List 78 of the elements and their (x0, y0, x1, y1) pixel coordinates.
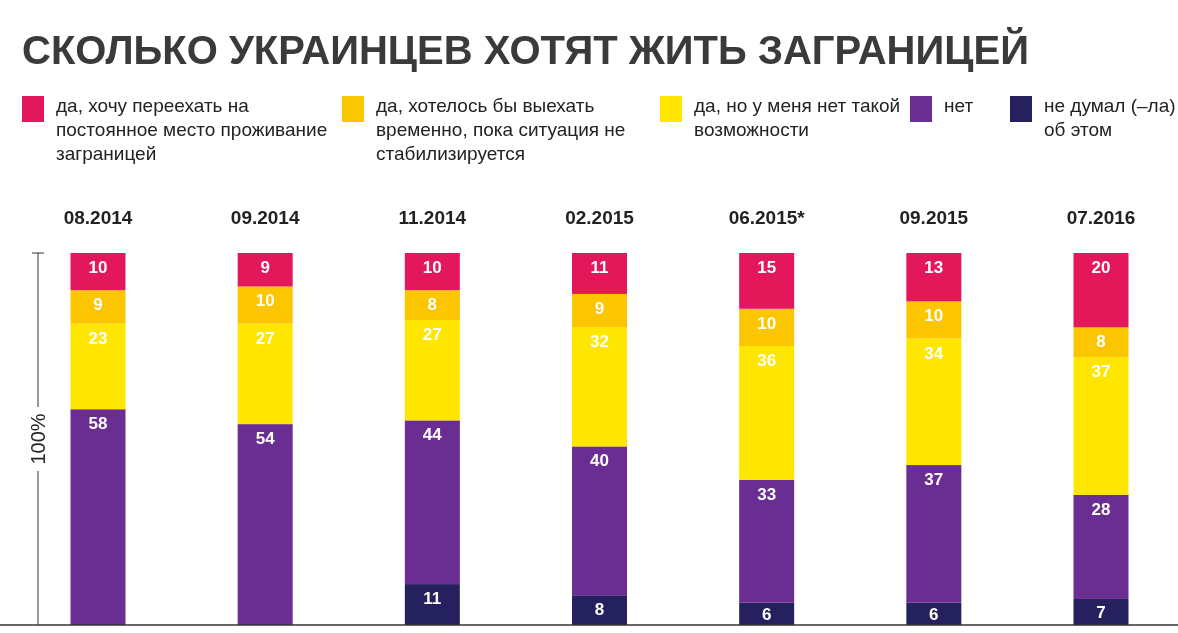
data-label: 11 (590, 258, 609, 277)
bar (572, 595, 627, 625)
data-label: 6 (761, 604, 772, 624)
bar (572, 253, 627, 294)
bar (1073, 598, 1129, 625)
chart-title: СКОЛЬКО УКРАИНЦЕВ ХОТЯТ ЖИТЬ ЗАГРАНИЦЕЙ (22, 27, 1029, 72)
bar (70, 253, 126, 291)
data-label: 37 (1091, 362, 1111, 382)
bar (1073, 494, 1129, 599)
data-label: 27 (255, 328, 275, 348)
bar (1073, 357, 1129, 495)
bar (1073, 253, 1129, 328)
legend-label: да, хочу переехать на постоянное место проживание заграницей (56, 95, 328, 164)
data-label: 9 (594, 298, 605, 318)
bar (237, 323, 293, 425)
data-label: 23 (88, 328, 108, 348)
bar (70, 323, 126, 410)
data-label: 10 (924, 306, 944, 326)
bar (906, 338, 962, 466)
data-label: 8 (427, 295, 438, 315)
data-label: 28 (1091, 499, 1111, 519)
data-label: 27 (422, 324, 442, 344)
data-label: 8 (1096, 332, 1106, 352)
data-label: 8 (594, 600, 605, 620)
data-label: 11 (423, 589, 442, 609)
bar (237, 253, 293, 287)
bar (572, 327, 627, 447)
legend-label: нет (944, 95, 974, 116)
data-label: 33 (757, 484, 777, 504)
data-label: 58 (88, 414, 108, 434)
bar (1073, 327, 1129, 358)
data-label: 34 (924, 343, 944, 363)
bar (70, 290, 126, 324)
legend-label: да, хотелось бы выехать временно, пока ситуация не стабилизируется (376, 95, 626, 164)
bar (237, 424, 293, 625)
data-label: 10 (422, 258, 442, 277)
bar (404, 319, 460, 421)
bar (404, 584, 460, 625)
bar (739, 308, 795, 346)
x-tick-label: 09.2014 (230, 207, 300, 228)
bar (237, 286, 293, 324)
data-label: 20 (1091, 258, 1111, 277)
bar (572, 293, 627, 328)
data-label: 10 (88, 258, 108, 277)
data-label: 9 (93, 295, 103, 315)
bar (70, 409, 126, 625)
data-label: 36 (757, 351, 777, 370)
data-label: 7 (1096, 602, 1106, 622)
x-tick-label: 08.2014 (63, 207, 133, 228)
x-tick-label: 02.2015 (565, 207, 635, 228)
legend-label: да, но у меня нет такой возможности (694, 95, 901, 140)
data-label: 40 (590, 451, 609, 471)
data-label: 37 (924, 470, 944, 490)
x-tick-label: 07.2016 (1066, 207, 1136, 228)
legend-label: не думал (–ла) об этом (1044, 95, 1176, 140)
bar (906, 465, 962, 603)
bar (906, 253, 962, 302)
bar (404, 290, 460, 320)
data-label: 13 (924, 258, 944, 277)
data-label: 15 (757, 258, 777, 277)
data-label: 54 (255, 429, 276, 449)
bar (739, 346, 795, 480)
y-axis-title: 100% (27, 413, 49, 465)
bar (572, 446, 627, 596)
data-label: 9 (260, 258, 270, 277)
bar (906, 301, 962, 339)
x-tick-label: 11.2014 (398, 207, 467, 228)
data-label: 32 (590, 332, 609, 352)
data-label: 10 (757, 313, 777, 333)
bar (739, 479, 795, 603)
bar (404, 420, 460, 585)
data-label: 10 (255, 291, 275, 311)
bar (739, 253, 795, 309)
data-label: 6 (929, 604, 939, 624)
x-tick-label: 09.2015 (899, 207, 969, 228)
x-tick-label: 06.2015* (728, 207, 806, 228)
data-label: 44 (422, 425, 443, 445)
bar (404, 253, 460, 291)
